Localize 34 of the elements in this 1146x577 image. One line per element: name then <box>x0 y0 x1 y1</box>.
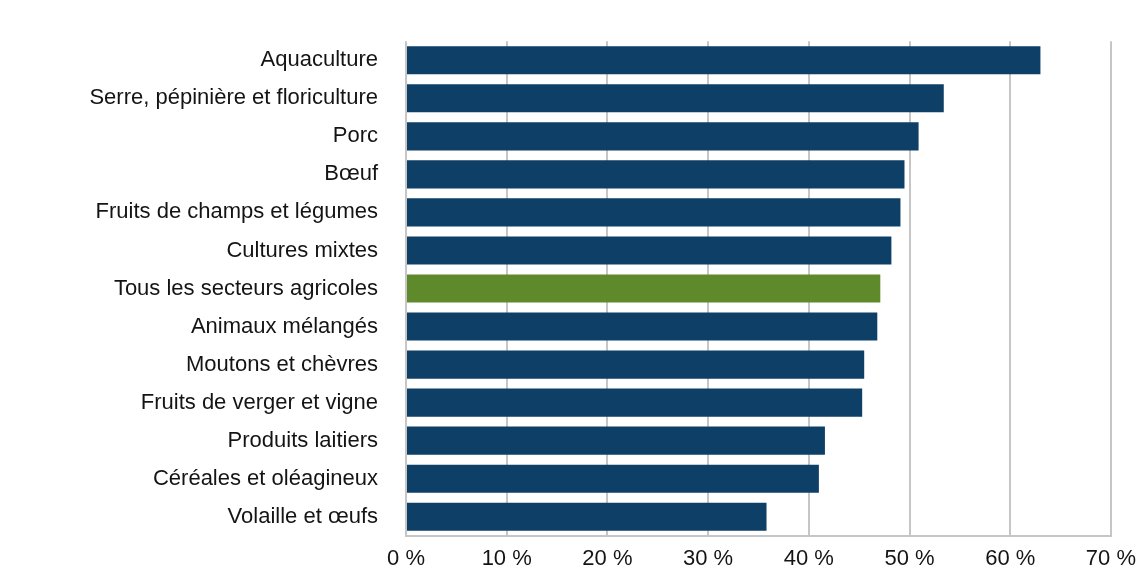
bar <box>407 464 819 493</box>
x-tick-label: 70 % <box>1085 545 1137 571</box>
x-tick-label: 20 % <box>582 545 633 571</box>
y-tick-label: Produits laitiers <box>227 426 378 452</box>
y-tick-label: Cultures mixtes <box>226 236 378 262</box>
y-tick-label: Tous les secteurs agricoles <box>113 274 378 300</box>
bar <box>407 198 901 227</box>
bar <box>407 122 919 151</box>
bar <box>407 46 1041 75</box>
bar <box>407 350 865 379</box>
y-tick-label: Volaille et œufs <box>227 502 378 528</box>
x-tick-label: 10 % <box>481 545 532 571</box>
y-tick-label: Céréales et oléagineux <box>152 464 378 490</box>
x-tick-label: 50 % <box>884 545 935 571</box>
bar <box>407 274 881 303</box>
y-tick-label: Porc <box>332 122 378 148</box>
y-tick-label: Fruits de verger et vigne <box>140 388 378 414</box>
bar <box>407 160 905 189</box>
y-tick-label: Animaux mélangés <box>190 312 378 338</box>
bar <box>407 426 825 455</box>
y-tick-label: Fruits de champs et légumes <box>95 198 378 224</box>
bar <box>407 502 767 531</box>
y-tick-label: Serre, pépinière et floriculture <box>89 84 378 110</box>
x-tick-label: 40 % <box>783 545 834 571</box>
bar <box>407 388 863 417</box>
bar <box>407 312 878 341</box>
bar <box>407 84 944 113</box>
y-tick-label: Moutons et chèvres <box>186 350 378 376</box>
y-tick-label: Aquaculture <box>260 46 378 72</box>
y-tick-label: Bœuf <box>324 160 379 186</box>
x-tick-label: 30 % <box>683 545 734 571</box>
bar <box>407 236 892 265</box>
x-tick-label: 0 % <box>387 545 425 571</box>
x-tick-label: 60 % <box>985 545 1036 571</box>
